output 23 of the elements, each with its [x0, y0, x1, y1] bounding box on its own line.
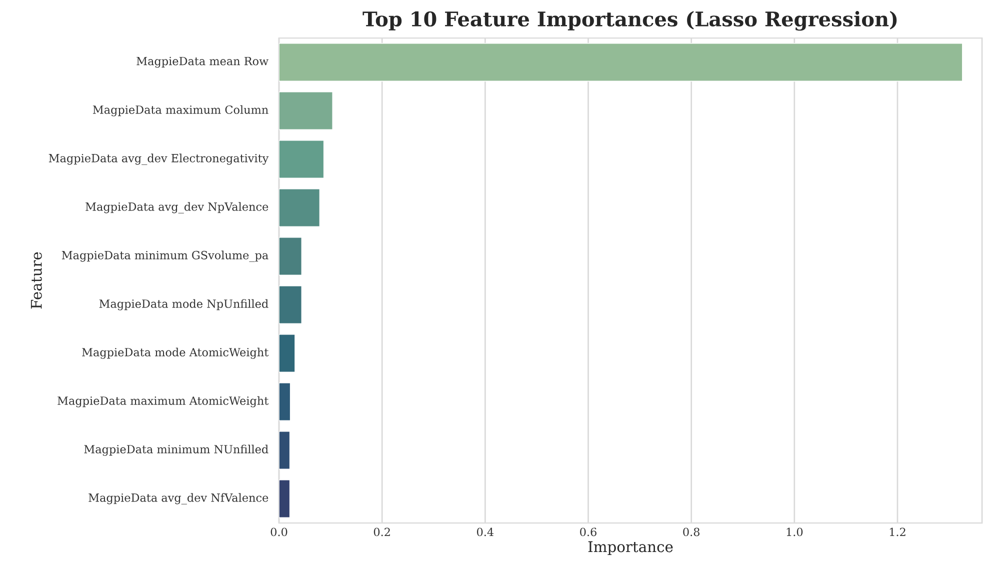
- y-tick-label: MagpieData minimum GSvolume_pa: [62, 250, 268, 262]
- y-tick-label: MagpieData mean Row: [136, 56, 268, 68]
- x-tick-label: 0.0: [270, 528, 288, 536]
- bar: [279, 91, 334, 130]
- bar: [279, 334, 296, 373]
- y-tick-label: MagpieData avg_dev NfValence: [88, 493, 268, 504]
- x-tick-label: 0.6: [580, 528, 596, 536]
- y-tick-label: MagpieData maximum AtomicWeight: [58, 396, 269, 408]
- x-tick-label: 1.2: [890, 528, 906, 536]
- y-tick-label: MagpieData mode NpUnfilled: [99, 299, 268, 310]
- bar: [279, 479, 290, 518]
- x-tick-label: 0.4: [476, 528, 494, 536]
- y-tick-label: MagpieData minimum NUnfilled: [84, 444, 268, 456]
- y-axis-title: Feature: [30, 252, 42, 309]
- x-tick-label: 1.0: [786, 528, 803, 536]
- x-tick-label: 0.8: [683, 528, 700, 536]
- chart-title: Top 10 Feature Importances (Lasso Regression): [362, 11, 897, 31]
- x-axis-title: Importance: [588, 541, 673, 556]
- y-tick-label: MagpieData mode AtomicWeight: [82, 348, 269, 359]
- y-tick-label: MagpieData avg_dev Electronegativity: [48, 154, 269, 165]
- y-tick-label: MagpieData avg_dev NpValence: [86, 202, 268, 214]
- x-tick-label: 0.2: [374, 528, 390, 536]
- y-tick-label: MagpieData maximum Column: [92, 105, 268, 116]
